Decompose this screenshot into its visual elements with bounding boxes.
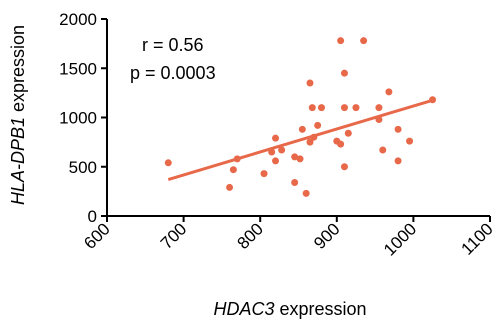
data-point — [360, 37, 368, 45]
data-point — [317, 104, 325, 112]
x-axis-title-gene: HDAC3 — [213, 299, 274, 319]
y-ticks: 0 500 1000 1500 2000 — [59, 10, 107, 226]
y-tick-label: 500 — [69, 158, 97, 177]
x-tick-label: 700 — [157, 219, 190, 252]
data-point — [306, 138, 314, 146]
annotation-p: p = 0.0003 — [130, 63, 216, 83]
data-point — [296, 155, 304, 163]
data-point — [306, 79, 314, 87]
data-point — [278, 146, 286, 154]
data-point — [385, 88, 393, 96]
data-point — [298, 125, 306, 133]
data-point — [291, 153, 299, 161]
data-point — [337, 37, 345, 45]
data-point — [272, 134, 280, 142]
data-point — [164, 159, 172, 167]
x-tick-label: 800 — [234, 219, 267, 252]
data-point — [310, 133, 318, 141]
data-point — [229, 166, 237, 174]
data-point — [375, 115, 383, 123]
data-point — [260, 170, 268, 178]
y-axis-title-gene: HLA-DPB1 — [8, 117, 28, 205]
data-point — [337, 140, 345, 148]
data-point — [308, 104, 316, 112]
data-point — [429, 96, 437, 104]
y-tick-label: 1000 — [59, 109, 97, 128]
x-tick-label: 1100 — [458, 219, 497, 258]
data-point — [314, 121, 322, 129]
data-point — [394, 157, 402, 165]
y-axis-title: HLA-DPB1 expression — [8, 25, 28, 205]
x-ticks: 600 700 800 900 1000 1100 — [80, 216, 497, 260]
y-tick-label: 0 — [88, 207, 97, 226]
x-tick-label: 900 — [310, 219, 343, 252]
x-tick-label: 600 — [80, 219, 113, 252]
y-axis-title-suffix: expression — [8, 25, 28, 117]
data-point — [233, 155, 241, 163]
data-point — [379, 146, 387, 154]
data-point — [226, 183, 234, 191]
data-point — [340, 163, 348, 171]
data-point — [394, 125, 402, 133]
y-tick-label: 1500 — [59, 59, 97, 78]
x-tick-label: 1000 — [380, 219, 420, 259]
data-point — [268, 148, 276, 156]
y-tick-label: 2000 — [59, 10, 97, 29]
x-axis-title-suffix: expression — [274, 299, 366, 319]
data-point — [340, 69, 348, 77]
x-axis-title: HDAC3 expression — [213, 299, 366, 319]
regression-line — [167, 98, 433, 181]
data-point — [352, 104, 360, 112]
data-point — [340, 104, 348, 112]
data-point — [406, 137, 414, 145]
data-points — [164, 37, 437, 197]
data-point — [302, 189, 310, 197]
plot-area: 0 500 1000 1500 2000 600 700 800 900 1000 1100 — [59, 10, 497, 260]
data-point — [375, 104, 383, 112]
annotation-r: r = 0.56 — [142, 35, 204, 55]
data-point — [344, 129, 352, 137]
data-point — [291, 179, 299, 187]
data-point — [272, 157, 280, 165]
